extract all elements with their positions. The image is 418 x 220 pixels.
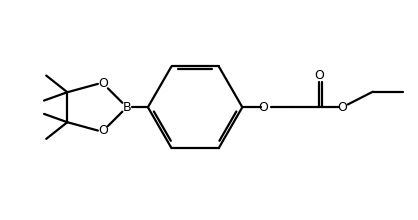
Text: B: B (122, 101, 131, 114)
Text: O: O (258, 101, 268, 114)
Text: O: O (314, 69, 324, 82)
Text: O: O (99, 124, 108, 137)
Text: O: O (99, 77, 108, 90)
Text: O: O (337, 101, 347, 114)
